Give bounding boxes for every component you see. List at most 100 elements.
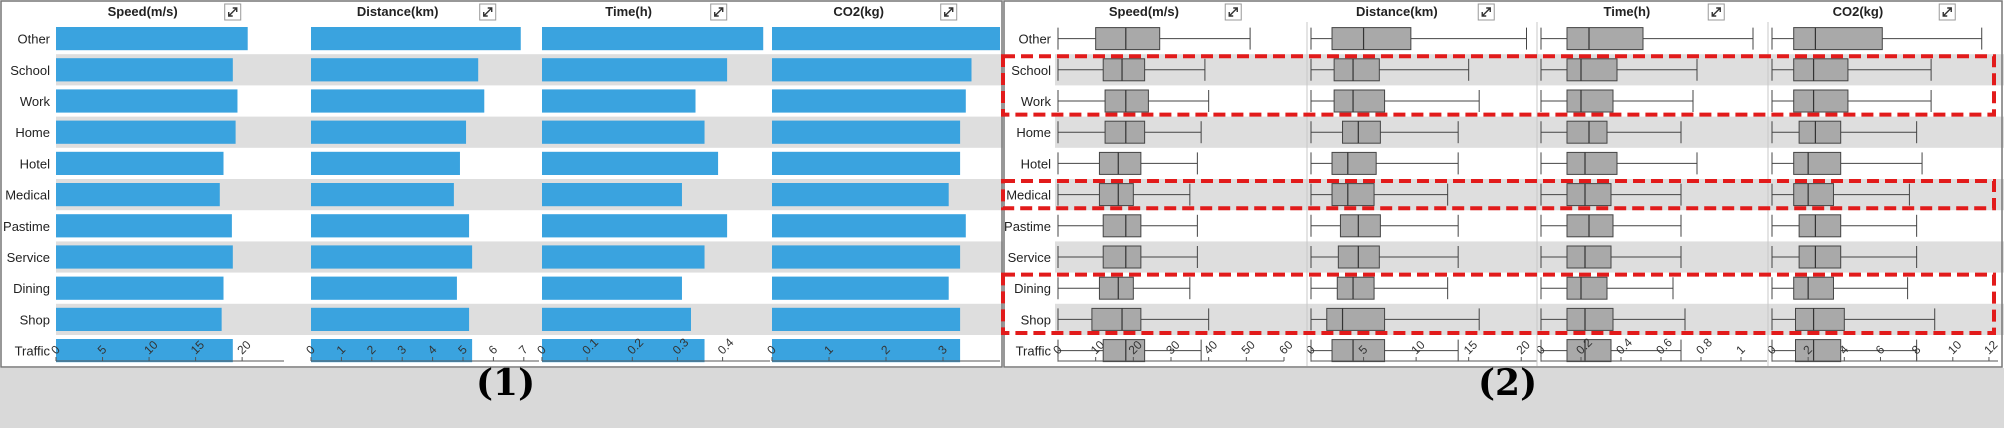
box [1793, 183, 1834, 207]
box [1102, 58, 1146, 82]
bar [311, 214, 470, 238]
x-tick-label: 60 [1276, 338, 1296, 358]
box [1793, 276, 1834, 300]
category-label: Shop [20, 312, 50, 327]
expand-arrow-icon [714, 7, 724, 17]
caption-bar-panel: (1) [476, 362, 536, 404]
box [1331, 339, 1386, 363]
bar [56, 276, 224, 300]
x-tick-label: 1 [1733, 342, 1748, 357]
expand-arrow-icon [1711, 7, 1721, 17]
expand-arrow-icon [944, 7, 954, 17]
box [1793, 58, 1849, 82]
x-tick-label: 10 [1945, 338, 1965, 358]
category-label: Home [1016, 125, 1051, 140]
expand-arrow-icon [1942, 7, 1952, 17]
box [1798, 245, 1842, 269]
bar [772, 245, 961, 269]
column-header: Speed(m/s) [1109, 4, 1179, 19]
bar [311, 89, 485, 113]
x-tick-label: 40 [1201, 338, 1221, 358]
bar [311, 151, 460, 175]
bar [542, 183, 682, 207]
highlight-box [1001, 272, 1996, 336]
category-label: Dining [1014, 281, 1051, 296]
box [1566, 307, 1614, 331]
x-tick-label: 0.8 [1693, 335, 1715, 357]
x-tick-label: 20 [234, 338, 254, 358]
bar [542, 120, 705, 144]
box [1104, 120, 1146, 144]
bar [542, 58, 728, 82]
box [1333, 58, 1380, 82]
bar [772, 276, 949, 300]
caption-box-panel: (2) [1478, 362, 1538, 404]
highlight-box [1001, 179, 1996, 211]
box [1104, 89, 1149, 113]
expand-arrow-icon [1228, 7, 1238, 17]
x-tick-label: 6 [1873, 342, 1888, 357]
bar [311, 58, 479, 82]
category-label: Dining [13, 281, 50, 296]
box [1566, 214, 1614, 238]
box [1798, 120, 1842, 144]
box [1331, 151, 1377, 175]
bar [56, 307, 222, 331]
category-label: Pastime [3, 219, 50, 234]
category-label: Medical [1006, 188, 1051, 203]
x-tick-label: 0.4 [1613, 335, 1635, 357]
x-tick-label: 20 [1513, 338, 1533, 358]
category-label: Work [1021, 94, 1052, 109]
box [1795, 339, 1842, 363]
box [1102, 339, 1146, 363]
box [1102, 214, 1142, 238]
x-tick-label: 30 [1163, 338, 1183, 358]
box [1798, 214, 1842, 238]
box [1098, 276, 1134, 300]
bar [772, 58, 972, 82]
bar [772, 307, 961, 331]
bar [772, 151, 961, 175]
x-tick-label: 50 [1239, 338, 1259, 358]
bar [311, 183, 454, 207]
box [1566, 245, 1612, 269]
bar [56, 339, 233, 363]
bar [311, 339, 473, 363]
x-tick-label: 10 [1408, 338, 1428, 358]
bar [772, 214, 966, 238]
category-label: Hotel [1021, 156, 1051, 171]
category-label: Shop [1021, 312, 1051, 327]
bar [542, 151, 719, 175]
bar [772, 120, 961, 144]
bar [542, 27, 764, 51]
box [1342, 120, 1381, 144]
bar [311, 120, 467, 144]
box [1566, 183, 1612, 207]
column-header: Time(h) [605, 4, 652, 19]
column-header: CO2(kg) [833, 4, 884, 19]
bar [772, 183, 949, 207]
box [1795, 307, 1845, 331]
box [1566, 89, 1614, 113]
x-tick-label: 15 [1461, 338, 1481, 358]
category-label: Work [20, 94, 51, 109]
highlight-box [1001, 54, 1996, 117]
bar [311, 307, 470, 331]
category-label: School [10, 63, 50, 78]
x-tick-label: 0.4 [715, 335, 737, 357]
category-label: Traffic [15, 344, 51, 359]
category-label: Medical [5, 188, 50, 203]
category-label: Service [1008, 250, 1051, 265]
x-tick-label: 7 [516, 342, 531, 357]
bar [56, 183, 220, 207]
bar [56, 245, 233, 269]
bar [311, 27, 521, 51]
category-label: Traffic [1016, 344, 1052, 359]
bar [56, 151, 224, 175]
box [1331, 27, 1412, 51]
column-header: CO2(kg) [1833, 4, 1884, 19]
box [1098, 183, 1134, 207]
category-label: Other [17, 32, 50, 47]
box [1566, 58, 1618, 82]
